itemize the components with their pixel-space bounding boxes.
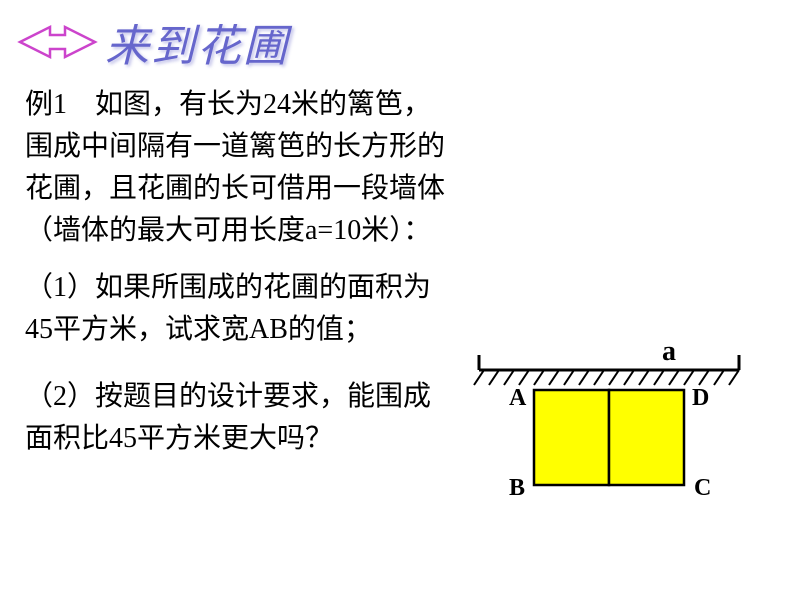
label-D: D bbox=[692, 385, 709, 411]
arrow-icon bbox=[15, 17, 100, 67]
label-C: C bbox=[694, 475, 711, 501]
question-1: （1）如果所围成的花圃的面积为45平方米，试求宽AB的值； bbox=[25, 267, 445, 351]
label-B: B bbox=[509, 475, 525, 501]
question-2: （2）按题目的设计要求，能围成面积比45平方米更大吗？ bbox=[25, 376, 445, 460]
section-title: 来到花圃 bbox=[105, 10, 289, 74]
questions-list: （1）如果所围成的花圃的面积为45平方米，试求宽AB的值； （2）按题目的设计要… bbox=[25, 267, 445, 485]
label-A: A bbox=[509, 385, 527, 411]
header: 来到花圃 bbox=[0, 0, 794, 79]
problem-intro: 例1 如图，有长为24米的篱笆，围成中间隔有一道篱笆的长方形的花圃，且花圃的长可… bbox=[25, 84, 455, 252]
geometry-diagram: a A B C D bbox=[464, 320, 754, 520]
label-a: a bbox=[662, 336, 676, 367]
